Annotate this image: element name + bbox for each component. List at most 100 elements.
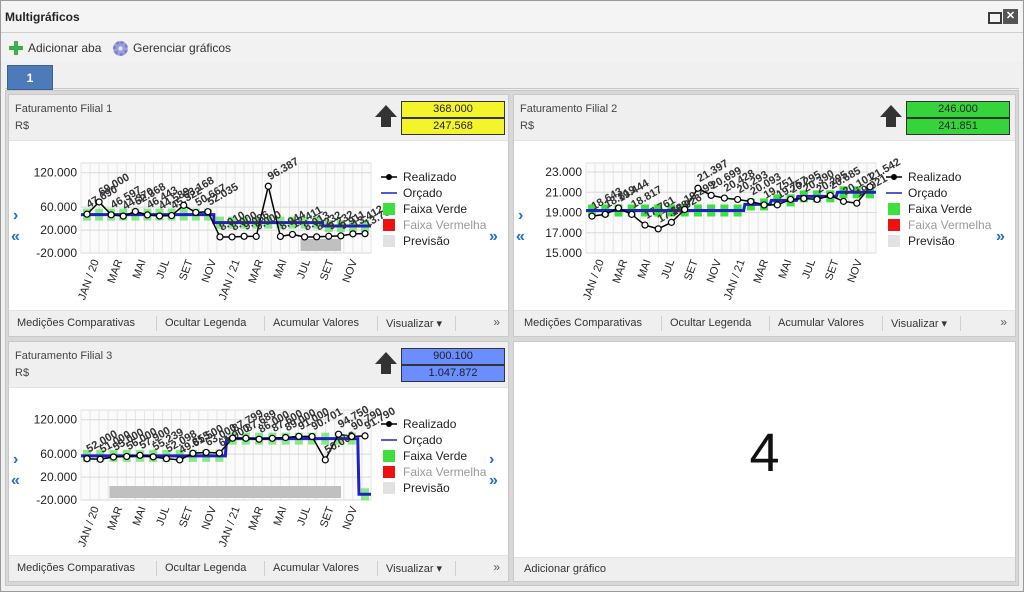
realizado-point [654,225,662,233]
legend-swatch [383,219,395,231]
realizado-point [707,191,715,199]
x-tick-label: SET [318,505,337,529]
tab-1[interactable]: 1 [7,65,53,90]
y-tick-label: 23.000 [545,165,582,179]
more-options-icon[interactable]: » [493,315,500,329]
realizado-point [308,432,316,441]
restore-icon[interactable] [986,9,1002,24]
realizado-point [176,456,184,464]
divider [960,316,961,331]
legend-label: Orçado [403,186,443,200]
first-double-chevron-icon[interactable]: « [516,228,525,245]
target-value-box: 246.000 [906,101,1010,118]
realizado-point [839,197,848,205]
realizado-point [281,433,290,442]
divider [455,561,456,576]
first-double-chevron-icon[interactable]: « [11,228,20,245]
chart-panel-filial-2: Faturamento Filial 2 R$ 246.000 241.851 … [513,94,1016,337]
hide-legend-button[interactable]: Ocultar Legenda [670,317,752,329]
empty-chart-slot[interactable]: 4 Adicionar gráfico [513,341,1016,582]
x-tick-label: NOV [341,257,361,284]
legend-label: Previsão [908,234,955,248]
realizado-series-line [591,186,871,230]
legend-swatch [888,203,900,215]
legend-swatch-dot [386,174,392,180]
legend-label: Faixa Vermelha [908,218,992,232]
y-tick-label: 17.000 [545,226,582,240]
panel-footer: Medições Comparativas Ocultar Legenda Ac… [514,310,1015,336]
divider [661,316,662,331]
realizado-point [189,449,197,457]
realizado-point [155,212,164,220]
add-tab-button[interactable]: Adicionar aba [9,39,101,57]
last-double-chevron-icon[interactable]: » [489,472,498,489]
x-tick-label: NOV [846,257,866,284]
realizado-point [826,191,834,200]
realizado-point [641,221,649,229]
view-dropdown[interactable]: Visualizar ▾ [386,563,443,575]
realizado-point [288,230,297,239]
realizado-point [229,434,237,442]
realizado-point [136,451,144,459]
manage-charts-button[interactable]: Gerenciar gráficos [113,39,231,57]
compare-button[interactable]: Medições Comparativas [17,317,135,329]
realizado-point [800,194,808,203]
accumulate-button[interactable]: Acumular Valores [273,562,359,574]
next-chevron-icon[interactable]: › [13,451,19,468]
y-tick-label: 15.000 [545,246,582,260]
y-tick-label: 20.000 [40,223,77,237]
legend-label: Faixa Verde [403,449,467,463]
divider [769,316,770,331]
next-chevron-icon[interactable]: › [13,207,19,224]
realizado-point [337,232,345,240]
legend-label: Realizado [403,170,457,184]
x-tick-label: NOV [200,504,220,531]
add-tab-label: Adicionar aba [28,41,102,55]
legend-swatch [383,482,395,494]
x-tick-label: MAI [131,505,149,527]
more-options-icon[interactable]: » [1000,315,1007,329]
realizado-point [83,210,91,218]
divider [455,316,456,331]
hide-legend-button[interactable]: Ocultar Legenda [165,317,247,329]
tab-content: Faturamento Filial 1 R$ 368.000 247.568 … [5,90,1019,586]
last-double-chevron-icon[interactable]: » [996,228,1005,245]
x-tick-label: JUL [659,258,677,280]
legend-swatch [383,466,395,478]
x-tick-label: MAI [131,258,149,280]
view-dropdown[interactable]: Visualizar ▾ [891,318,948,330]
chart-panel-filial-1: Faturamento Filial 1 R$ 368.000 247.568 … [8,94,509,337]
hide-legend-button[interactable]: Ocultar Legenda [165,562,247,574]
title-bar: Multigráficos ✕ [1,1,1023,33]
first-double-chevron-icon[interactable]: « [11,472,20,489]
realizado-point [747,197,755,206]
realizado-point [321,456,329,464]
accumulate-button[interactable]: Acumular Valores [778,317,864,329]
last-double-chevron-icon[interactable]: » [489,228,498,245]
x-tick-label: NOV [200,257,220,284]
x-tick-label: JAN / 21 [722,258,748,302]
y-tick-label: 60.000 [40,447,77,461]
realizado-point [204,208,212,216]
x-tick-label: JUL [800,258,818,280]
y-tick-label: 21.000 [545,185,582,199]
x-tick-label: JAN / 20 [76,258,102,302]
realizado-point [300,233,309,241]
x-tick-label: JUL [154,258,172,280]
compare-button[interactable]: Medições Comparativas [17,562,135,574]
legend-label: Faixa Vermelha [403,465,487,479]
realizado-point [786,195,795,204]
next-right-chevron-icon[interactable]: › [489,451,495,468]
add-chart-button[interactable]: Adicionar gráfico [524,563,606,575]
next-chevron-icon[interactable]: › [518,207,524,224]
realizado-point [866,183,874,191]
x-tick-label: MAR [752,258,772,285]
accumulate-button[interactable]: Acumular Valores [273,317,359,329]
divider [264,316,265,331]
view-dropdown[interactable]: Visualizar ▾ [386,318,443,330]
x-tick-label: MAR [106,505,126,532]
more-options-icon[interactable]: » [493,560,500,574]
x-tick-label: JAN / 21 [217,258,243,302]
compare-button[interactable]: Medições Comparativas [524,317,642,329]
close-icon[interactable]: ✕ [1003,9,1018,24]
